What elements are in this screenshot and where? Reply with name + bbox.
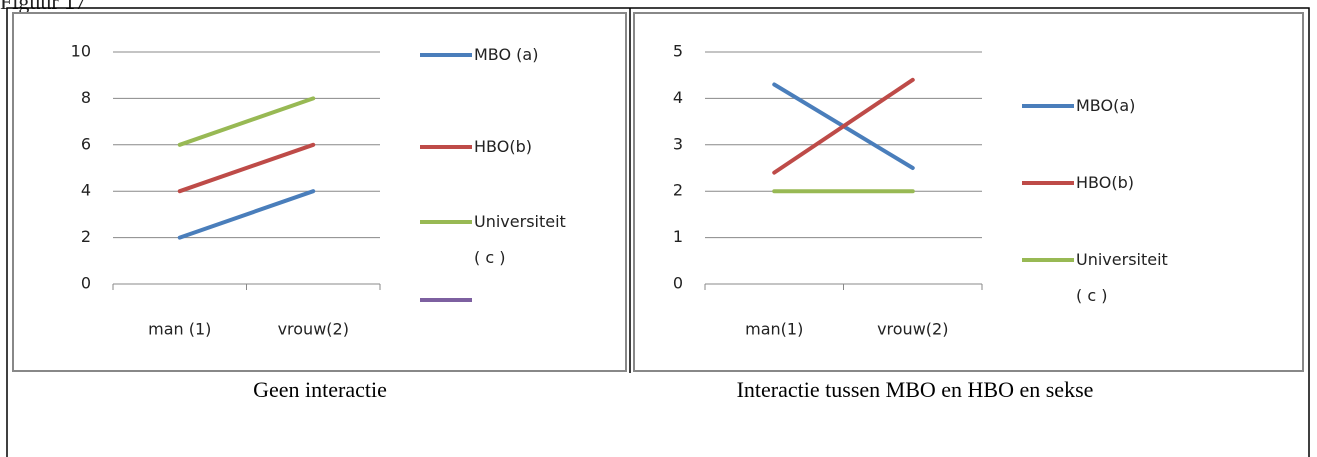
x-tick-label: man (1): [148, 320, 211, 339]
legend-label: MBO (a): [474, 45, 539, 64]
y-tick-label: 2: [81, 227, 91, 246]
data-line: [177, 142, 316, 194]
legend-label: HBO(b): [1076, 173, 1134, 192]
legend-label: HBO(b): [474, 137, 532, 156]
y-tick-label: 0: [673, 274, 683, 293]
y-tick-label: 6: [81, 134, 91, 153]
y-tick-label: 2: [673, 181, 683, 200]
data-line: [177, 189, 316, 240]
legend-label: Universiteit ( c ): [474, 212, 566, 267]
y-tick-label: 0: [81, 274, 91, 293]
y-tick-label: 4: [673, 88, 683, 107]
x-tick-label: man(1): [745, 320, 803, 339]
heading: Figuur 17: [0, 0, 86, 14]
y-tick-label: 8: [81, 88, 91, 107]
chart-frame: [633, 12, 1304, 372]
x-tick-label: vrouw(2): [877, 320, 948, 339]
y-tick-label: 4: [81, 181, 91, 200]
outer-frame: [6, 7, 1310, 457]
data-line: [177, 96, 316, 147]
legend-label: Universiteit ( c ): [1076, 250, 1168, 305]
caption: Interactie tussen MBO en HBO en sekse: [737, 377, 1094, 402]
legend-label: MBO(a): [1076, 96, 1136, 115]
x-tick-label: vrouw(2): [278, 320, 349, 339]
y-tick-label: 5: [673, 42, 683, 61]
chart-frame: [12, 12, 627, 372]
y-tick-label: 10: [71, 42, 91, 61]
y-tick-label: 1: [673, 227, 683, 246]
y-tick-label: 3: [673, 134, 683, 153]
caption: Geen interactie: [253, 377, 387, 402]
data-line: [772, 77, 915, 175]
